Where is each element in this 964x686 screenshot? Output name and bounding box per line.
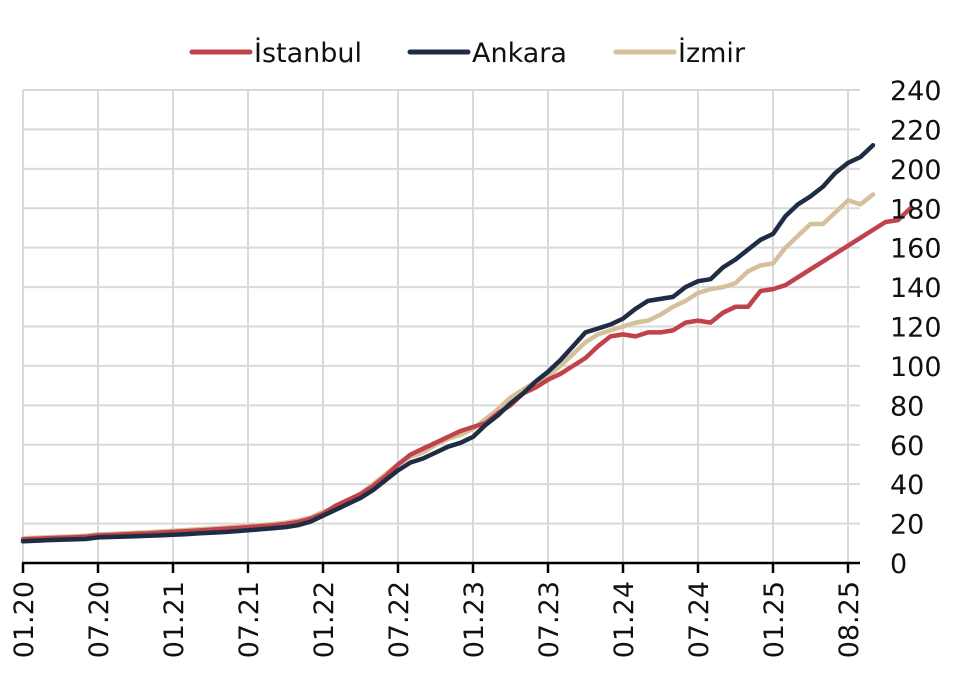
x-axis-ticks: 01.20 07.20 01.21 07.21 01.22 07.22 01.23 07.23… [9, 563, 865, 658]
legend-item-İstanbul: İstanbul [189, 37, 362, 69]
x-tick-label: 07.24 [684, 581, 715, 658]
x-tick-label: 07.21 [234, 581, 265, 658]
x-tick-label: 07.20 [84, 581, 115, 658]
legend-label: Ankara [472, 38, 567, 69]
y-tick-label: 180 [890, 194, 942, 225]
y-tick-label: 0 [890, 549, 907, 580]
y-tick-label: 200 [890, 155, 942, 186]
x-tick-label: 08.25 [834, 581, 865, 658]
series-line-İstanbul [20, 206, 913, 542]
legend-item-Ankara: Ankara [407, 38, 567, 69]
y-tick-label: 20 [890, 510, 924, 541]
y-tick-label: 100 [890, 352, 942, 383]
y-tick-label: 60 [890, 431, 924, 462]
x-tick-label: 01.23 [459, 581, 490, 658]
x-tick-label: 01.25 [759, 581, 790, 658]
chart-grid [22, 89, 860, 563]
x-tick-label: 01.22 [309, 581, 340, 658]
x-tick-label: 01.20 [9, 581, 40, 658]
chart-series [20, 142, 913, 544]
y-tick-label: 40 [890, 470, 924, 501]
x-tick-label: 07.22 [384, 581, 415, 658]
x-tick-label: 01.21 [159, 581, 190, 658]
series-line-Ankara [20, 142, 876, 544]
chart-legend: İstanbul Ankara İzmir [189, 37, 746, 69]
y-tick-label: 160 [890, 234, 942, 265]
x-tick-label: 07.23 [534, 581, 565, 658]
y-tick-label: 220 [890, 115, 942, 146]
y-tick-label: 240 [890, 76, 942, 107]
y-tick-label: 120 [890, 313, 942, 344]
y-tick-label: 140 [890, 273, 942, 304]
x-tick-label: 01.24 [609, 581, 640, 658]
legend-item-İzmir: İzmir [613, 37, 746, 69]
legend-label: İstanbul [254, 37, 362, 69]
y-tick-label: 80 [890, 391, 924, 422]
y-axis-ticks: 0 20 40 60 80 100 120 140 160 180 200 220 240 [890, 76, 942, 580]
legend-label: İzmir [678, 37, 746, 69]
